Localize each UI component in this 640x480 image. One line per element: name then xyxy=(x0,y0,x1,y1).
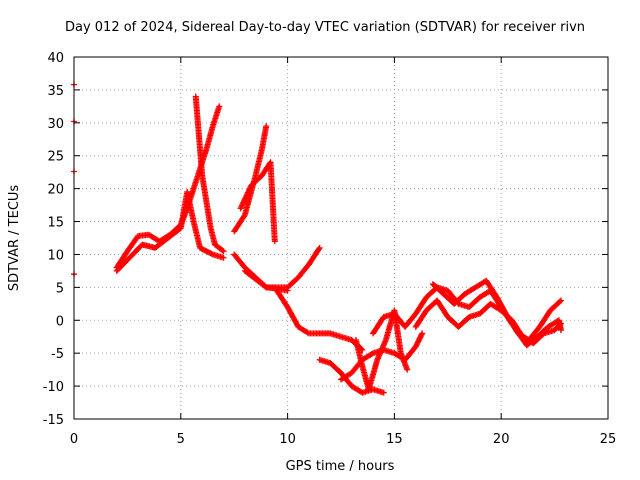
y-tick-label: 20 xyxy=(47,183,64,198)
data-point xyxy=(315,246,322,253)
data-point xyxy=(556,298,563,305)
data-point xyxy=(419,330,426,337)
data-point xyxy=(404,366,411,373)
y-axis-label: SDTVAR / TECUs xyxy=(7,185,22,292)
data-point xyxy=(558,297,565,304)
series-track-late-b xyxy=(429,277,565,344)
y-tick-label: -10 xyxy=(43,380,64,395)
y-tick-label: 5 xyxy=(56,281,64,296)
series-track-late-c xyxy=(513,317,565,349)
y-tick-label: 0 xyxy=(56,314,64,329)
data-point xyxy=(263,123,270,130)
x-tick-label: 15 xyxy=(386,432,403,447)
series-track-mid-a xyxy=(231,123,270,235)
series-track-low xyxy=(316,356,387,396)
series-track-early-b xyxy=(113,188,227,274)
series-track-drop xyxy=(241,244,323,291)
data-point xyxy=(220,254,227,261)
y-tick-label: 10 xyxy=(47,248,64,263)
x-tick-label: 25 xyxy=(600,432,617,447)
axis-ticks: 0 5 10 15 20 25 -15 -10 -5 0 5 10 15 20 25 30 35 40 xyxy=(43,51,617,447)
x-tick-label: 5 xyxy=(177,432,185,447)
y-tick-label: -15 xyxy=(43,413,64,428)
x-tick-label: 10 xyxy=(279,432,296,447)
data-point xyxy=(208,250,215,257)
data-point xyxy=(219,247,226,254)
data-point xyxy=(316,244,323,251)
data-point xyxy=(220,248,227,255)
y-tick-label: 30 xyxy=(47,117,64,132)
y-tick-label: 25 xyxy=(47,150,64,165)
plot-frame xyxy=(73,56,609,420)
x-tick-label: 0 xyxy=(70,432,78,447)
data-point xyxy=(558,327,565,334)
data-point xyxy=(216,103,223,110)
data-point xyxy=(261,283,268,290)
y-tick-label: 40 xyxy=(47,51,64,66)
chart-title: Day 012 of 2024, Sidereal Day-to-day VTE… xyxy=(65,20,585,35)
series-track-mid-c xyxy=(237,159,278,245)
series-track-spike xyxy=(192,93,227,255)
data-point xyxy=(304,329,311,336)
y-tick-label: 35 xyxy=(47,84,64,99)
series-track-cluster-b xyxy=(352,307,411,393)
data-point xyxy=(241,213,248,220)
data-point xyxy=(368,351,375,358)
grid xyxy=(74,57,608,419)
x-tick-label: 20 xyxy=(493,432,510,447)
data-points xyxy=(71,81,565,396)
data-point xyxy=(271,238,278,245)
y-tick-label: 15 xyxy=(47,216,64,231)
x-axis-label: GPS time / hours xyxy=(286,459,395,474)
y-tick-label: -5 xyxy=(51,347,64,362)
data-point xyxy=(380,389,387,396)
series-track-early-a xyxy=(113,103,223,271)
